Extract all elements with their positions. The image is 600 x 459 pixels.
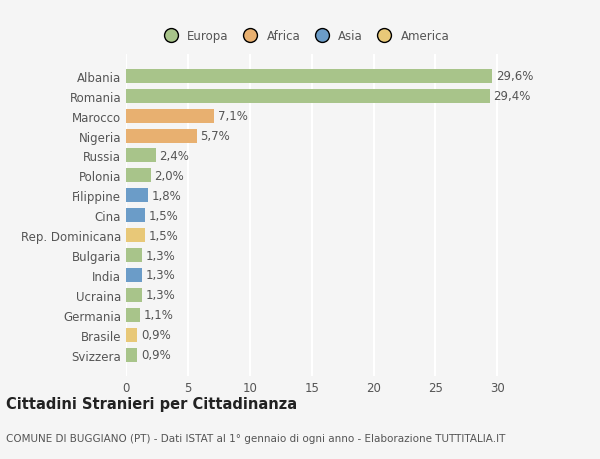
Text: 2,4%: 2,4% <box>160 150 189 162</box>
Legend: Europa, Africa, Asia, America: Europa, Africa, Asia, America <box>154 26 454 48</box>
Bar <box>126 109 214 123</box>
Bar <box>126 348 137 362</box>
Bar <box>126 248 142 263</box>
Text: 1,3%: 1,3% <box>146 249 176 262</box>
Bar <box>126 169 151 183</box>
Bar <box>126 129 197 143</box>
Bar <box>126 90 490 103</box>
Text: 1,8%: 1,8% <box>152 190 182 202</box>
Text: 5,7%: 5,7% <box>200 130 230 143</box>
Bar <box>126 269 142 282</box>
Text: Cittadini Stranieri per Cittadinanza: Cittadini Stranieri per Cittadinanza <box>6 397 297 412</box>
Text: 1,5%: 1,5% <box>148 229 178 242</box>
Text: 0,9%: 0,9% <box>141 348 170 361</box>
Bar <box>126 70 493 84</box>
Bar <box>126 288 142 302</box>
Bar <box>126 209 145 223</box>
Text: 1,5%: 1,5% <box>148 209 178 222</box>
Text: 0,9%: 0,9% <box>141 329 170 341</box>
Bar <box>126 328 137 342</box>
Bar <box>126 149 156 163</box>
Text: 2,0%: 2,0% <box>154 169 184 183</box>
Text: 1,3%: 1,3% <box>146 269 176 282</box>
Text: COMUNE DI BUGGIANO (PT) - Dati ISTAT al 1° gennaio di ogni anno - Elaborazione T: COMUNE DI BUGGIANO (PT) - Dati ISTAT al … <box>6 433 505 442</box>
Text: 7,1%: 7,1% <box>218 110 247 123</box>
Text: 29,6%: 29,6% <box>496 70 533 83</box>
Text: 29,4%: 29,4% <box>494 90 531 103</box>
Text: 1,1%: 1,1% <box>143 308 173 322</box>
Bar <box>126 229 145 242</box>
Bar <box>126 308 140 322</box>
Bar <box>126 189 148 203</box>
Text: 1,3%: 1,3% <box>146 289 176 302</box>
